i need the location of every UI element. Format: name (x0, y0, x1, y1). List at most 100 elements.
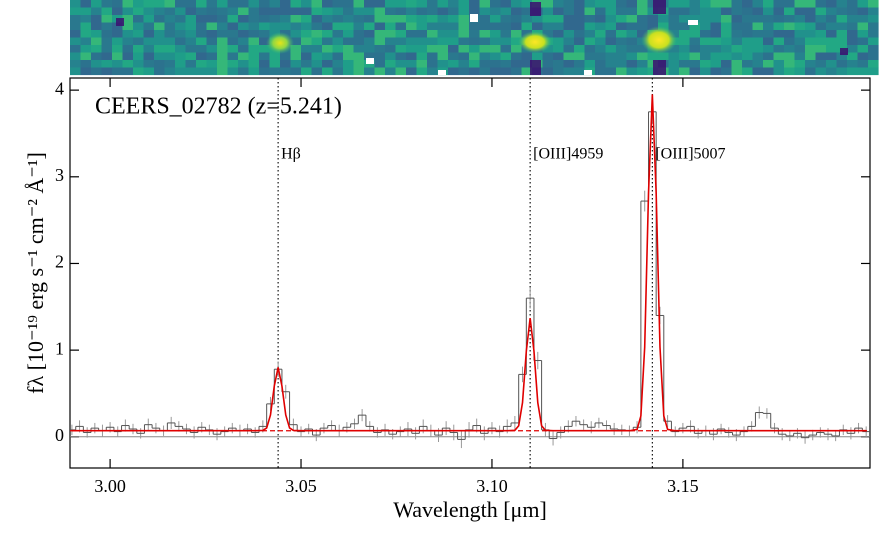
spectrum-pixel (91, 7, 102, 16)
plot-frame (69, 77, 871, 469)
spectrum-pixel (679, 67, 690, 76)
spectrum-pixel (154, 22, 165, 31)
spectrum-pixel (301, 15, 312, 23)
spectrum-pixel (206, 15, 218, 23)
spectrum-pixel (500, 0, 512, 8)
spectrum-pixel (605, 45, 617, 53)
spectrum-pixel (637, 52, 648, 61)
spectrum-pixel (332, 15, 344, 23)
spectrum-pixel (290, 30, 302, 38)
spectrum-pixel (857, 67, 869, 76)
spectrum-pixel (185, 45, 197, 53)
spectrum-pixel (647, 22, 659, 31)
spectrum-pixel (280, 15, 291, 23)
spectrum-pixel (857, 60, 869, 68)
spectrum-pixel (217, 67, 228, 76)
spectrum-pixel (80, 0, 92, 8)
spectrum-pixel (763, 0, 774, 8)
spectrum-pixel (763, 37, 774, 46)
spectrum-pixel (469, 60, 480, 68)
spectrum-pixel (721, 37, 732, 46)
spectrum-pixel (112, 37, 123, 46)
line-label: Hβ (281, 146, 301, 163)
spectrum-pixel (847, 7, 858, 16)
spectrum-pixel (868, 30, 879, 38)
spectrum-pixel (805, 22, 816, 31)
spectrum-pixel (206, 22, 218, 31)
spectrum-pixel (836, 60, 848, 68)
spectrum-pixel (311, 22, 323, 31)
spectrum-pixel (679, 22, 690, 31)
spectrum-pixel (647, 15, 659, 23)
spectrum-pixel (437, 45, 449, 53)
spectrum-pixel (742, 30, 753, 38)
spectrum-pixel (773, 67, 785, 76)
spectrum-pixel (773, 15, 785, 23)
spectrum-pixel (563, 37, 575, 46)
spectrum-pixel (857, 37, 869, 46)
spectrum-pixel (511, 67, 522, 76)
spectrum-pixel (826, 0, 837, 8)
spectrum-pixel (196, 0, 207, 8)
spectrum-pixel (700, 15, 711, 23)
spectrum-pixel (175, 45, 186, 53)
spectrum-pixel (185, 37, 197, 46)
spectrum-pixel (280, 7, 291, 16)
spectrum-pixel (248, 37, 260, 46)
spectrum-pixel (584, 60, 596, 68)
spectrum-pixel (847, 52, 858, 61)
spectrum-pixel (353, 22, 365, 31)
spectrum-pixel (101, 45, 113, 53)
spectrum-pixel (374, 22, 386, 31)
dark-pixel (530, 60, 541, 75)
spectrum-pixel (574, 30, 585, 38)
spectrum-pixel (112, 67, 123, 76)
spectrum-pixel (742, 37, 753, 46)
dark-pixel (653, 0, 666, 14)
spectrum-pixel (773, 37, 785, 46)
spectrum-pixel (637, 45, 648, 53)
spectrum-pixel (91, 37, 102, 46)
spectrum-pixel (511, 7, 522, 16)
spectrum-pixel (731, 0, 743, 8)
spectrum-pixel (752, 22, 764, 31)
spectrum-pixel (364, 0, 375, 8)
spectrum-pixel (637, 22, 648, 31)
spectrum-pixel (353, 7, 365, 16)
spectrum-pixel (416, 52, 428, 61)
spectrum-pixel (595, 7, 606, 16)
spectrum-pixel (815, 0, 827, 8)
spectrum-pixel (458, 15, 470, 23)
spectrum-pixel (542, 15, 554, 23)
spectrum-pixel (332, 67, 344, 76)
spectrum-pixel (385, 67, 396, 76)
spectrum-pixel (500, 60, 512, 68)
spectrum-pixel (458, 22, 470, 31)
spectrum-pixel (437, 7, 449, 16)
spectrum-pixel (280, 22, 291, 31)
spectrum-pixel (248, 45, 260, 53)
spectrum-pixel (574, 7, 585, 16)
spectrum-pixel (290, 45, 302, 53)
spectrum-pixel (395, 52, 407, 61)
spectrum-pixel (626, 45, 638, 53)
spectrum-pixel (637, 67, 648, 76)
spectrum-pixel (689, 7, 701, 16)
spectrum-pixel (700, 30, 711, 38)
spectrum-pixel (584, 22, 596, 31)
spectrum-pixel (217, 30, 228, 38)
masked-pixel (584, 70, 592, 75)
spectrum-pixel (710, 52, 722, 61)
spectrum-pixel (227, 45, 239, 53)
spectrum-pixel (290, 22, 302, 31)
spectrum-pixel (595, 37, 606, 46)
spectrum-pixel (143, 37, 155, 46)
spectrum-pixel (815, 7, 827, 16)
spectrum-pixel (752, 7, 764, 16)
spectrum-pixel (742, 22, 753, 31)
spectrum-pixel (637, 15, 648, 23)
spectrum-pixel (763, 67, 774, 76)
spectrum-pixel (563, 45, 575, 53)
spectrum-pixel (815, 52, 827, 61)
spectrum-pixel (616, 15, 627, 23)
